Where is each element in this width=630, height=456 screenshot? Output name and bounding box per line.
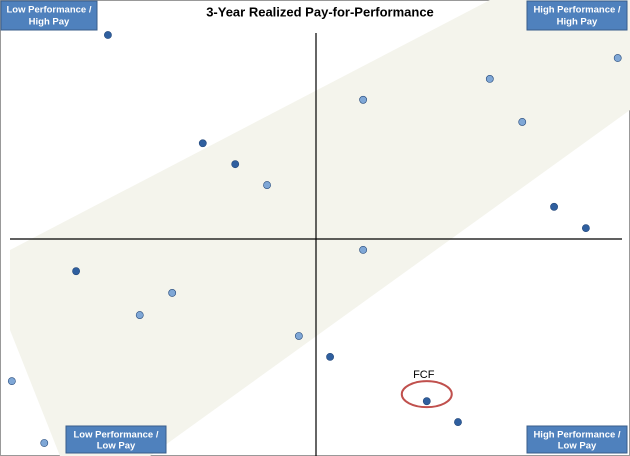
band <box>10 0 630 456</box>
quadrant-label: Low Pay <box>558 441 597 452</box>
quadrant-box <box>526 425 628 454</box>
point <box>7 377 16 386</box>
quadrant-box <box>526 0 628 31</box>
chart-title: 3-Year Realized Pay-for-Performance <box>206 4 434 19</box>
point <box>198 139 207 148</box>
point <box>613 54 622 62</box>
point <box>40 439 49 447</box>
quadrant-label: High Pay <box>557 17 598 28</box>
quadrant-label: High Pay <box>29 17 70 28</box>
point <box>104 31 112 39</box>
point <box>359 95 368 104</box>
quadrant-label: Low Pay <box>97 441 136 452</box>
point <box>550 202 558 211</box>
point <box>263 181 271 189</box>
quadrant-label: Low Performance / <box>7 5 92 16</box>
point <box>231 160 240 169</box>
point <box>168 289 177 297</box>
point <box>326 352 334 361</box>
annotation-circle <box>400 380 453 409</box>
point <box>518 118 527 126</box>
point <box>294 332 303 340</box>
point <box>581 224 590 233</box>
point <box>485 75 494 83</box>
point <box>135 311 144 319</box>
point <box>454 418 462 426</box>
quadrant-box <box>65 425 167 454</box>
quadrant-label: High Performance / <box>533 430 620 441</box>
annotation-label: FCF <box>413 369 435 381</box>
quadrant-label: High Performance / <box>533 5 620 16</box>
point <box>72 267 80 276</box>
point <box>359 245 368 254</box>
point <box>422 397 431 406</box>
quadrant-label: Low Performance / <box>74 430 159 441</box>
quadrant-box <box>0 0 98 31</box>
